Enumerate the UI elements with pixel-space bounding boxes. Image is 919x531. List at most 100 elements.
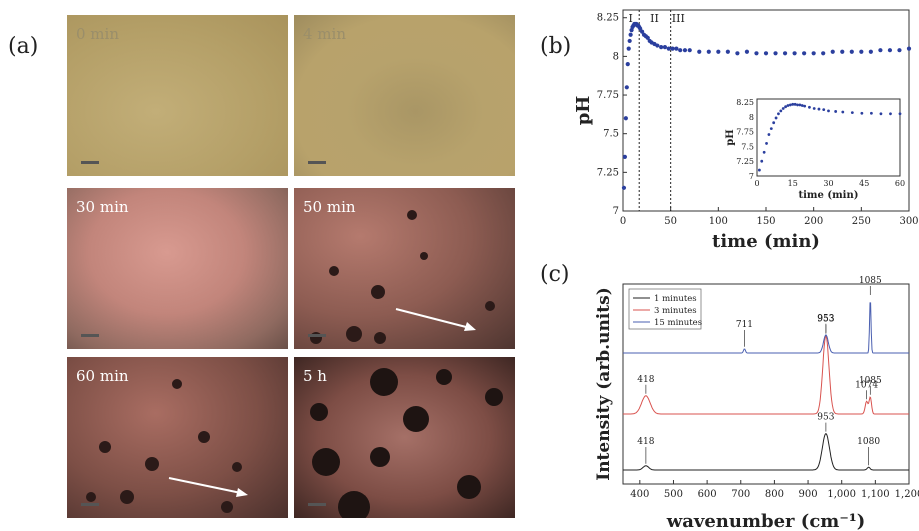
inset-data-point <box>762 150 766 154</box>
ph-data-point <box>840 49 845 54</box>
particles-layer <box>86 379 248 513</box>
inset-data-point <box>765 142 768 145</box>
ph-y-axis-label: pH <box>573 96 594 126</box>
ph-data-point <box>811 51 816 56</box>
ph-y-tick-label: 7 <box>613 206 619 217</box>
ph-data-point <box>621 185 627 190</box>
ph-data-point <box>635 23 640 28</box>
ph-plot-frame <box>622 9 910 212</box>
raman-series-line <box>623 433 909 471</box>
ph-data-point <box>641 32 647 37</box>
ph-data-point <box>631 23 636 28</box>
raman-annotation-label: 711 <box>736 320 753 330</box>
raman-annotation-label: 953 <box>817 315 834 325</box>
micrograph-time-label: 50 min <box>303 198 356 216</box>
inset-y-axis-label: pH <box>725 129 736 145</box>
inset-data-point <box>860 111 864 115</box>
ph-region-label: III <box>672 12 685 25</box>
ph-data-point <box>627 38 632 44</box>
ph-x-axis-label: time (min) <box>712 231 820 252</box>
ph-data-point <box>632 21 637 27</box>
micrograph-time-label: 30 min <box>76 198 129 216</box>
inset-data-point <box>788 103 792 107</box>
raman-annotation-label: 953 <box>817 413 834 423</box>
inset-x-tick-label: 0 <box>754 179 759 188</box>
ph-data-point <box>906 46 912 51</box>
inset-data-point <box>757 168 761 172</box>
arrow <box>168 477 242 494</box>
inset-data-point <box>879 112 883 116</box>
raman-annotation-label: 1074 <box>855 380 878 390</box>
raman-series-line <box>623 302 909 354</box>
ph-data-point <box>666 46 671 51</box>
raman-legend-label: 1 minutes <box>654 294 697 304</box>
raman-annotation-label: 1085 <box>859 376 882 386</box>
inset-data-point <box>779 109 783 113</box>
ph-data-point <box>682 48 688 53</box>
ph-data-point <box>725 49 730 54</box>
raman-x-tick-label: 900 <box>799 489 818 500</box>
ph-data-point <box>763 51 769 56</box>
ph-data-point <box>868 49 873 54</box>
ph-data-point <box>662 45 668 50</box>
ph-data-point <box>659 45 664 50</box>
ph-data-point <box>782 51 788 56</box>
ph-data-point <box>859 49 864 54</box>
ph-data-point <box>636 23 641 28</box>
ph-x-tick-label: 0 <box>620 216 626 227</box>
raman-x-tick-label: 1,000 <box>827 489 856 500</box>
inset-data-point <box>772 121 776 125</box>
inset-data-point <box>803 104 807 108</box>
scale-bar <box>81 334 99 337</box>
raman-legend-label: 3 minutes <box>654 306 697 316</box>
inset-data-point <box>870 111 873 115</box>
raman-annotation-label: 953 <box>817 314 834 324</box>
ph-y-tick-label: 8.25 <box>597 13 619 24</box>
ph-data-point <box>744 49 750 54</box>
panel-label-a: (a) <box>8 34 39 59</box>
ph-data-point <box>629 28 634 33</box>
inset-data-point <box>796 103 799 107</box>
inset-data-point <box>808 105 811 109</box>
ph-x-tick-label: 150 <box>756 216 775 227</box>
ph-data-point <box>735 51 740 56</box>
inset-data-point <box>850 111 854 115</box>
ph-data-point <box>637 24 642 30</box>
inset-data-point <box>841 110 845 114</box>
micrograph-4min: 4 min <box>294 15 515 176</box>
ph-data-point <box>716 49 721 54</box>
ph-data-point <box>655 43 660 48</box>
scale-bar <box>308 503 326 506</box>
scale-bar <box>81 503 99 506</box>
arrow <box>395 308 471 329</box>
ph-data-point <box>670 46 675 51</box>
raman-annotation-label: 418 <box>637 437 654 447</box>
inset-data-point <box>767 133 771 136</box>
ph-data-point <box>633 21 638 27</box>
raman-annotation-label: 1085 <box>859 276 882 286</box>
ph-y-tick-label: 7.25 <box>597 167 619 178</box>
ph-x-tick-label: 200 <box>804 216 823 227</box>
inset-data-point <box>784 105 787 109</box>
inset-data-point <box>777 112 780 116</box>
micrograph-60min: 60 min <box>67 357 288 518</box>
inset-data-point <box>817 107 821 111</box>
scale-bar <box>308 334 326 337</box>
raman-x-axis-label: wavenumber (cm⁻¹) <box>666 511 866 531</box>
raman-x-tick-label: 1,200 <box>895 489 919 500</box>
ph-data-point <box>652 41 657 47</box>
inset-data-point <box>798 103 802 107</box>
ph-data-point <box>643 34 648 39</box>
panel-label-b: (b) <box>540 34 572 59</box>
ph-data-point <box>887 48 893 53</box>
inset-y-tick-label: 8 <box>749 113 754 122</box>
ph-data-point <box>849 49 854 54</box>
ph-x-tick-label: 300 <box>899 216 918 227</box>
ph-data-point <box>647 38 652 44</box>
micrograph-30min: 30 min <box>67 188 288 349</box>
inset-data-point <box>889 112 892 116</box>
ph-data-point <box>802 51 807 56</box>
ph-data-point <box>687 48 692 53</box>
ph-data-point <box>706 49 711 54</box>
inset-data-point <box>760 159 764 163</box>
